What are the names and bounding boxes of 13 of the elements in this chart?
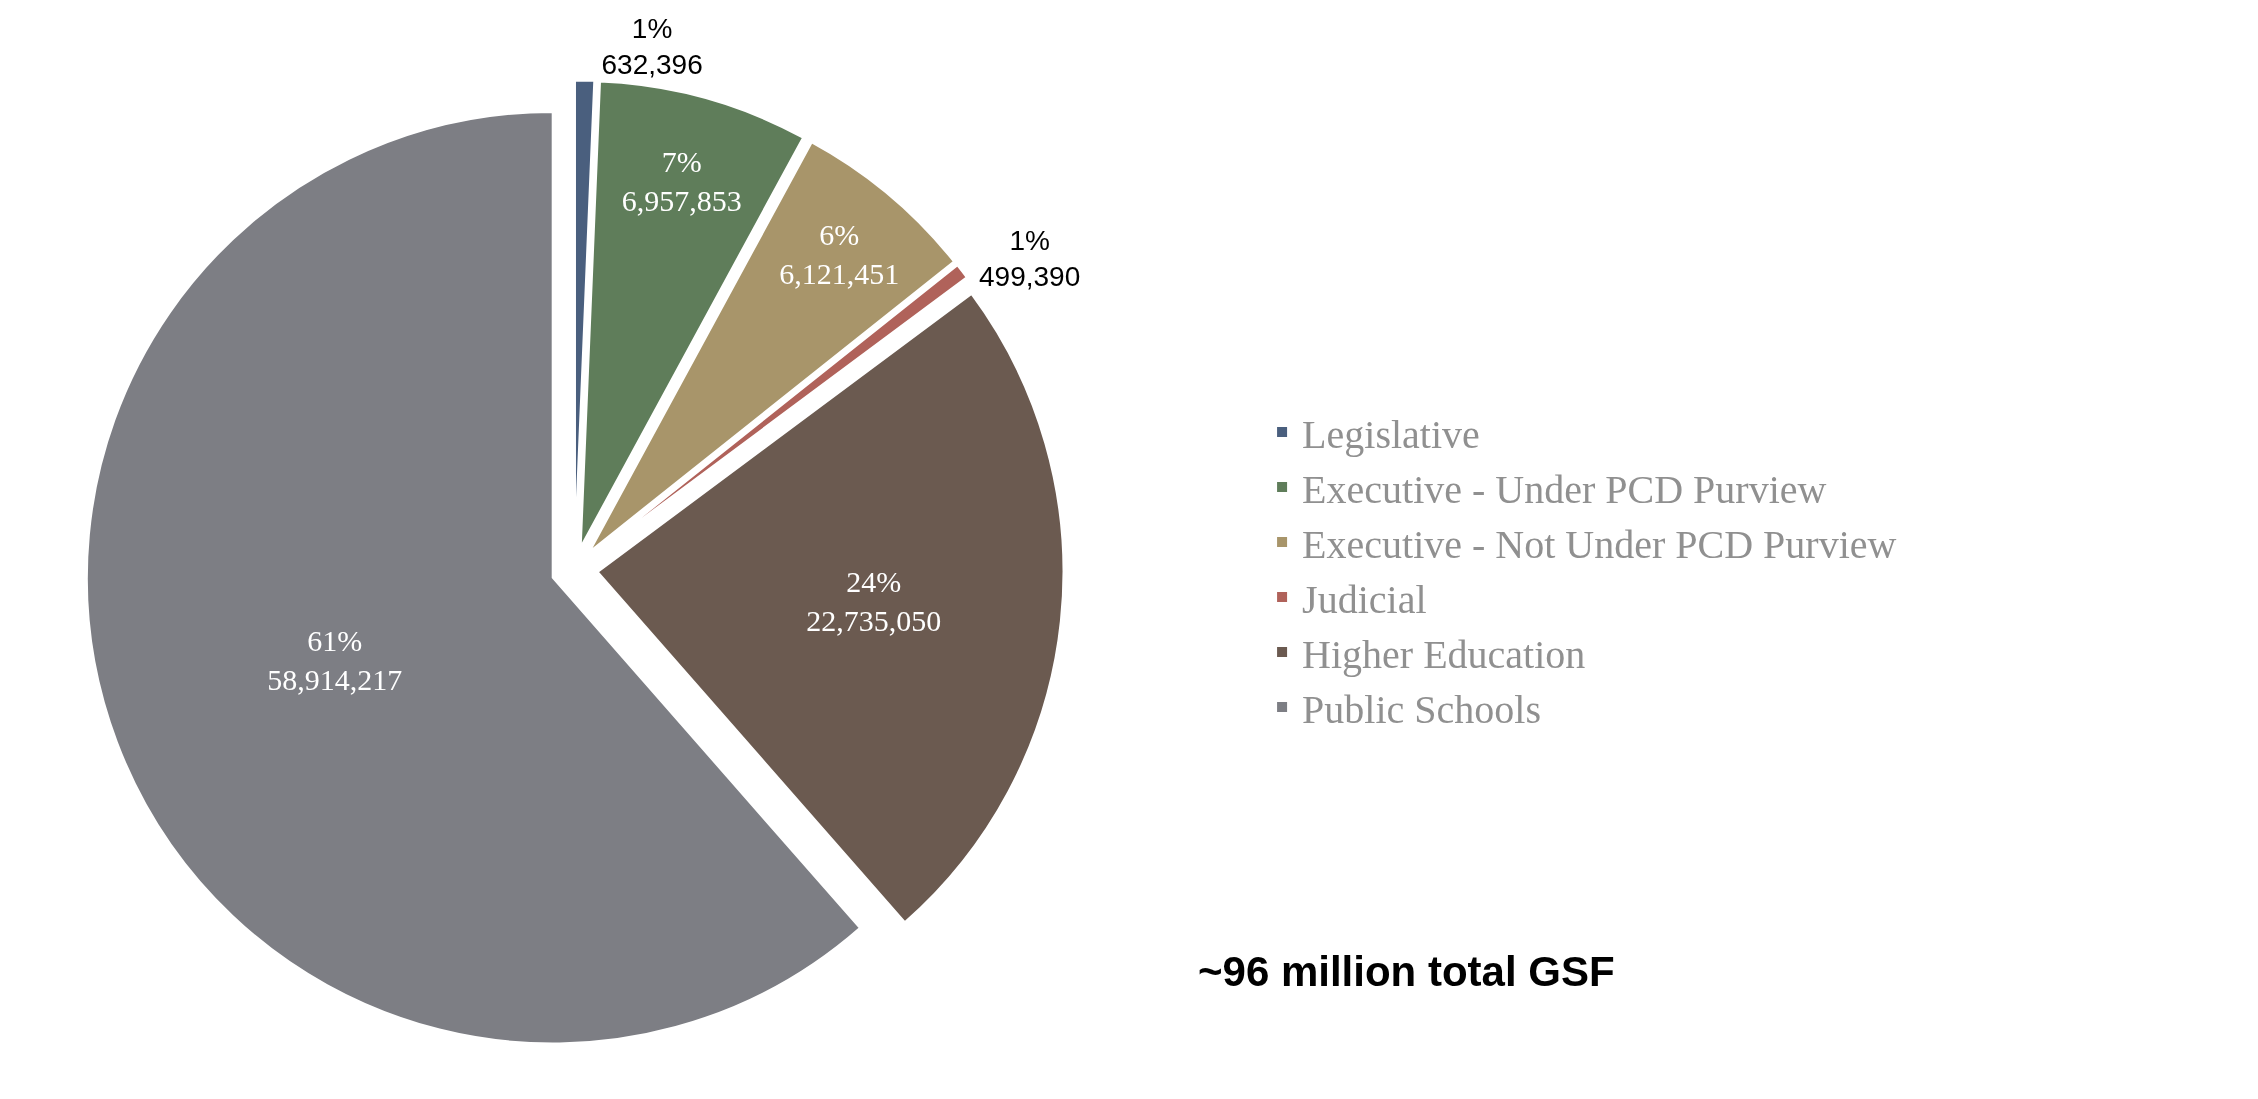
data-label: 7% 6,957,853: [621, 144, 742, 217]
data-label: 61% 58,914,217: [267, 623, 403, 696]
data-label: 1% 632,396: [601, 13, 703, 81]
legend-label: Executive - Not Under PCD Purview: [1302, 521, 1897, 567]
legend-label: Public Schools: [1302, 686, 1541, 732]
data-label: 24% 22,735,050: [806, 565, 942, 638]
text: ~96 million total GSF: [1198, 948, 1615, 995]
legend-label: Executive - Under PCD Purview: [1302, 466, 1827, 512]
legend-label: Legislative: [1302, 411, 1480, 457]
legend-label: Judicial: [1302, 576, 1427, 622]
data-label: 1% 499,390: [979, 225, 1081, 293]
legend-label: Higher Education: [1302, 631, 1586, 677]
data-label: 6% 6,121,451: [779, 218, 900, 291]
